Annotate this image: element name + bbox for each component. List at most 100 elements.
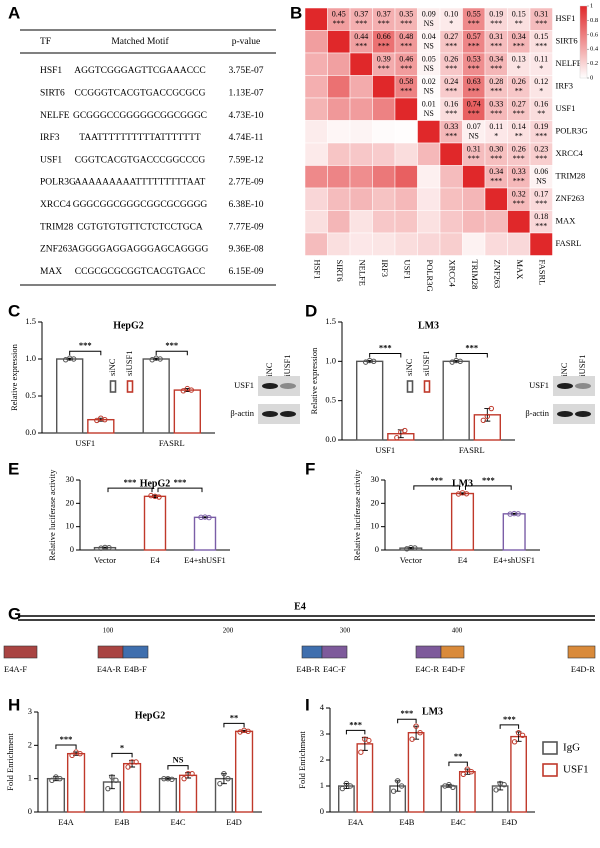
significance-bracket — [345, 729, 366, 735]
cell-value-label: 0.31 — [467, 144, 481, 153]
significance-label: *** — [174, 477, 187, 487]
heatmap-cell — [349, 120, 373, 144]
bar — [450, 492, 475, 551]
bar — [56, 358, 84, 434]
legend-label: siNC — [404, 358, 414, 376]
ruler-label: 100 — [103, 627, 114, 635]
chart-title: HepG2 — [140, 478, 171, 489]
bar — [407, 732, 425, 813]
significance-label: NS — [173, 755, 184, 765]
significance-bracket — [455, 353, 488, 358]
y-tick-label: 0.0 — [25, 427, 36, 437]
cell-significance: *** — [378, 41, 390, 50]
cell-value-label: 0.05 — [422, 54, 436, 63]
heatmap-cell — [304, 75, 328, 99]
cell-significance: *** — [513, 154, 525, 163]
column-header: TF — [40, 37, 51, 47]
bar — [458, 771, 476, 813]
data-point — [402, 427, 408, 434]
table-cell: NELFE — [40, 111, 70, 121]
table-cell: 4.74E-11 — [229, 133, 264, 143]
y-axis-label: Relative luciferase activity — [352, 469, 362, 561]
cell-value-label: 0.31 — [489, 32, 503, 41]
heatmap-cell — [439, 165, 463, 189]
column-label: XRCC4 — [447, 260, 457, 288]
table-cell: GGGCGGCGGGCGGCGCGGGG — [73, 200, 208, 210]
ruler-label: 200 — [223, 627, 234, 635]
significance-label: *** — [165, 340, 178, 350]
heatmap-cell — [304, 120, 328, 144]
cell-value-label: 0.37 — [354, 9, 368, 18]
heatmap-cell — [484, 187, 508, 211]
heatmap-cell — [394, 165, 418, 189]
y-axis-label: Fold Enrichment — [297, 731, 307, 789]
heatmap-cell — [529, 232, 553, 256]
bar — [502, 513, 526, 551]
cell-value-label: 0.66 — [377, 32, 391, 41]
row-label: NELFE — [556, 58, 582, 68]
cell-significance: *** — [468, 109, 480, 118]
heatmap-cell — [327, 232, 351, 256]
cell-significance: *** — [445, 109, 457, 118]
cell-significance: *** — [490, 41, 502, 50]
y-tick-label: 1.5 — [325, 316, 336, 326]
heatmap-cell — [394, 120, 418, 144]
cell-significance: *** — [468, 86, 480, 95]
heatmap-cell — [327, 210, 351, 234]
y-tick-label: 3 — [320, 728, 324, 738]
heatmap-cell — [349, 142, 373, 166]
ruler-label: 300 — [340, 627, 351, 635]
data-point — [515, 730, 522, 736]
heatmap-cell — [462, 210, 486, 234]
blot-band — [557, 411, 573, 417]
heatmap-cell — [417, 187, 441, 211]
data-point — [156, 494, 162, 500]
significance-bracket — [155, 350, 188, 356]
primer-box — [97, 645, 124, 659]
data-point — [480, 417, 487, 424]
table-cell: MAX — [40, 267, 62, 277]
table-cell: 7.59E-12 — [228, 155, 263, 165]
table-cell: 7.77E-09 — [228, 222, 263, 232]
data-point — [366, 737, 372, 744]
bar-chart: F LM3 Relative luciferase activity 0 10 20 30 V… — [305, 459, 540, 565]
data-point — [70, 356, 77, 362]
data-point — [515, 511, 521, 517]
column-label: MAX — [515, 260, 525, 280]
colorbar-tick-label: 0.4 — [590, 46, 599, 53]
table-cell: 9.36E-08 — [228, 245, 263, 255]
cell-significance: *** — [378, 64, 390, 73]
heatmap-cell — [417, 142, 441, 166]
y-tick-label: 20 — [371, 497, 380, 507]
x-tick-label: E4D — [502, 817, 518, 827]
x-tick-label: FASRL — [159, 438, 185, 448]
data-point — [157, 356, 163, 362]
column-header: Matched Motif — [111, 36, 169, 47]
table-cell: TRIM28 — [40, 222, 74, 232]
primer-box — [321, 645, 348, 659]
significance-label: *** — [349, 719, 362, 729]
x-tick-label: Vector — [400, 555, 422, 565]
cell-value-label: 0.37 — [377, 9, 391, 18]
blot-lane-label: siUSF1 — [282, 354, 292, 380]
heatmap-cell — [327, 52, 351, 76]
cell-significance: NS — [424, 109, 434, 118]
colorbar-tick-label: 0.8 — [590, 17, 598, 24]
data-point — [339, 785, 346, 792]
cell-significance: *** — [535, 131, 547, 140]
significance-label: *** — [79, 340, 92, 350]
column-label: POLR3G — [425, 260, 435, 292]
significance-bracket — [499, 724, 520, 729]
data-point — [464, 766, 471, 772]
cell-value-label: 0.11 — [489, 122, 503, 131]
table-cell: AGGTCGGGAGTTCGAAACCC — [74, 66, 205, 76]
primer-box — [301, 645, 323, 659]
x-tick-label: USF1 — [75, 438, 95, 448]
y-tick-label: 2 — [320, 754, 324, 764]
data-point — [390, 788, 397, 794]
row-label: HSF1 — [556, 13, 576, 23]
heatmap-cell — [372, 97, 396, 121]
data-point — [412, 545, 418, 551]
data-point — [133, 759, 139, 765]
